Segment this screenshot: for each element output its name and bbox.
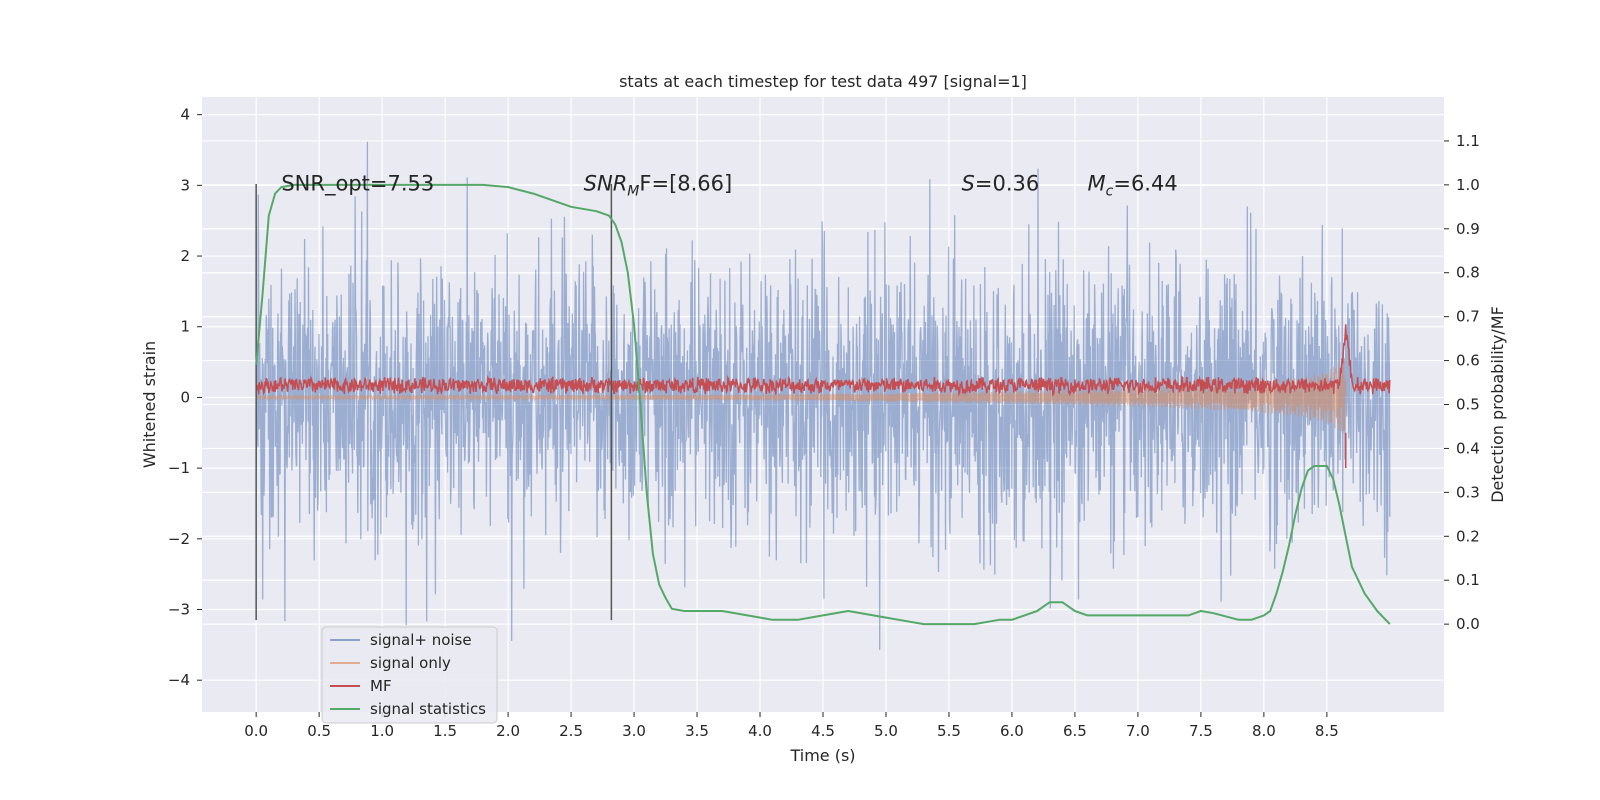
x-tick-label: 3.5 — [685, 722, 709, 740]
x-tick-label: 1.5 — [433, 722, 457, 740]
series-mf — [255, 324, 1391, 469]
legend-box — [321, 626, 498, 724]
x-tick-label: 1.0 — [370, 722, 394, 740]
mf-trace — [255, 324, 1391, 397]
y2-tick-label: 0.3 — [1456, 483, 1480, 501]
chart-title: stats at each timestep for test data 497… — [619, 72, 1027, 91]
x-tick-label: 8.0 — [1252, 722, 1276, 740]
series-signal-statistics — [255, 183, 1391, 626]
x-tick-label: 8.5 — [1315, 722, 1339, 740]
annotation-3: Mc=6.44 — [1088, 171, 1178, 199]
y-tick-label: 3 — [180, 176, 190, 194]
y-tick-label: −1 — [168, 459, 190, 477]
y-tick-label: 2 — [180, 247, 190, 265]
y2-tick-label: 1.1 — [1456, 132, 1480, 150]
annotations: SNR_opt=7.53 SNRMF=[8.66] S=0.36 Mc=6.44 — [281, 171, 1177, 199]
y-tick-label: −2 — [168, 530, 190, 548]
x-axis-label: Time (s) — [789, 746, 855, 765]
vertical-markers — [255, 183, 613, 621]
x-tick-label: 2.5 — [559, 722, 583, 740]
y-tick-label: −3 — [168, 601, 190, 619]
signal-only-trace — [255, 358, 1347, 434]
x-tick-label: 7.5 — [1189, 722, 1213, 740]
y2-tick-label: 0.0 — [1456, 615, 1480, 633]
noise-trace — [255, 141, 1391, 650]
y2-axis-label: Detection probability/MF — [1488, 306, 1507, 503]
x-tick-label: 4.5 — [811, 722, 835, 740]
legend-label: signal+ noise — [370, 631, 472, 649]
y2-tick-label: 0.5 — [1456, 396, 1480, 414]
legend-label: signal only — [370, 654, 451, 672]
annotation-1: SNRMF=[8.66] — [584, 171, 733, 199]
x-tick-label: 6.5 — [1063, 722, 1087, 740]
y2-tick-label: 0.4 — [1456, 439, 1480, 457]
series-signal-only — [255, 358, 1347, 434]
y-tick-label: 0 — [180, 388, 190, 406]
y2-tick-label: 0.7 — [1456, 308, 1480, 326]
annotation-2: S=0.36 — [962, 171, 1040, 195]
y2-tick-label: 0.9 — [1456, 220, 1480, 238]
x-tick-label: 5.5 — [937, 722, 961, 740]
legend-label: signal statistics — [370, 700, 486, 718]
y-tick-label: 4 — [180, 106, 190, 124]
y2-tick-label: 0.2 — [1456, 527, 1480, 545]
series-signal-noise — [255, 141, 1391, 650]
y-axis-label: Whitened strain — [140, 341, 159, 468]
x-tick-label: 0.5 — [307, 722, 331, 740]
legend: signal+ noise signal only MF signal statist… — [321, 626, 498, 724]
y-tick-label: −4 — [168, 671, 190, 689]
signal-statistics-line — [255, 183, 1391, 626]
x-tick-label: 2.0 — [496, 722, 520, 740]
x-tick-label: 0.0 — [244, 722, 268, 740]
x-tick-label: 3.0 — [622, 722, 646, 740]
y-tick-label: 1 — [180, 318, 190, 336]
x-tick-label: 4.0 — [748, 722, 772, 740]
y2-tick-label: 1.0 — [1456, 176, 1480, 194]
axes-ticks: 0.0 0.5 1.0 1.5 2.0 2.5 3.0 3.5 4.0 4.5 5.0 5.5 6.0 6… — [168, 106, 1480, 740]
y2-tick-label: 0.8 — [1456, 264, 1480, 282]
x-tick-label: 5.0 — [874, 722, 898, 740]
legend-label: MF — [370, 677, 392, 695]
annotation-0: SNR_opt=7.53 — [281, 171, 434, 196]
x-tick-label: 6.0 — [1000, 722, 1024, 740]
y2-tick-label: 0.6 — [1456, 352, 1480, 370]
x-tick-label: 7.0 — [1126, 722, 1150, 740]
y2-tick-label: 0.1 — [1456, 571, 1480, 589]
